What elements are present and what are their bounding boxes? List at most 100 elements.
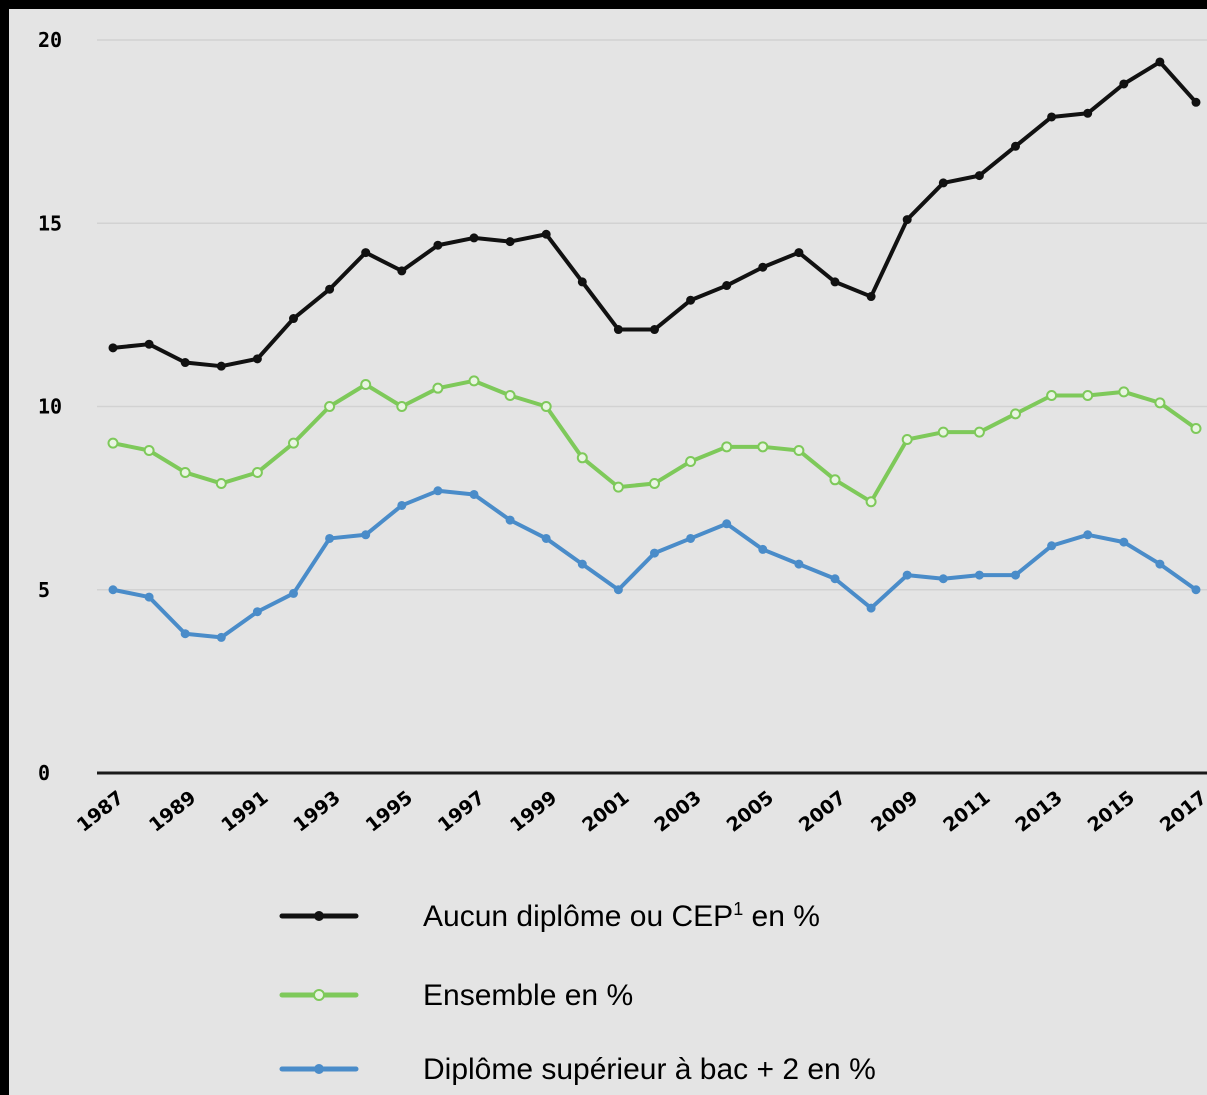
- x-tick-label: 1989: [145, 787, 200, 837]
- data-point-aucun: [650, 325, 659, 335]
- data-point-superieur: [974, 570, 984, 580]
- data-point-aucun: [289, 314, 298, 324]
- data-point-superieur: [650, 548, 659, 558]
- data-point-aucun: [686, 295, 696, 305]
- data-point-superieur: [938, 574, 948, 584]
- data-point-superieur: [361, 530, 371, 540]
- data-point-ensemble: [251, 466, 263, 478]
- data-point-ensemble: [396, 401, 408, 412]
- x-tick-label: 1997: [434, 787, 489, 837]
- x-tick-label: 2013: [1011, 787, 1066, 837]
- data-point-aucun: [974, 171, 984, 181]
- data-point-aucun: [1119, 79, 1129, 89]
- data-point-aucun: [577, 277, 587, 287]
- data-point-ensemble: [721, 441, 733, 453]
- data-point-superieur: [433, 486, 443, 496]
- data-point-superieur: [1119, 537, 1129, 547]
- data-point-ensemble: [324, 401, 336, 412]
- data-point-ensemble: [1046, 390, 1058, 402]
- data-point-ensemble: [1082, 390, 1094, 402]
- data-point-ensemble: [973, 426, 985, 438]
- data-point-ensemble: [649, 477, 660, 489]
- data-point-aucun: [1083, 108, 1093, 118]
- y-tick-label: 20: [38, 28, 62, 52]
- data-point-superieur: [108, 585, 118, 595]
- legend-footnote-marker: 1: [733, 899, 743, 919]
- data-point-aucun: [325, 284, 335, 294]
- data-point-ensemble: [1010, 408, 1021, 420]
- data-point-aucun: [108, 343, 118, 353]
- data-point-ensemble: [179, 466, 191, 478]
- series-line-aucun: [111, 59, 1198, 369]
- data-point-superieur: [144, 592, 154, 602]
- data-point-superieur: [541, 533, 551, 543]
- data-point-aucun: [613, 325, 623, 335]
- data-point-ensemble: [504, 390, 516, 402]
- x-tick-label: 1995: [362, 787, 417, 837]
- data-point-superieur: [216, 632, 226, 642]
- data-point-superieur: [902, 570, 912, 580]
- x-tick-label: 2003: [650, 787, 705, 837]
- data-point-superieur: [505, 515, 515, 525]
- data-point-superieur: [1155, 559, 1165, 569]
- data-point-superieur: [866, 603, 876, 613]
- data-point-superieur: [1047, 541, 1057, 551]
- data-point-ensemble: [1118, 386, 1130, 398]
- data-point-aucun: [1191, 97, 1201, 107]
- data-point-aucun: [1047, 112, 1057, 122]
- data-point-aucun: [505, 237, 515, 247]
- data-point-aucun: [902, 215, 912, 225]
- data-point-superieur: [469, 489, 479, 499]
- data-point-ensemble: [215, 477, 227, 489]
- data-point-aucun: [361, 248, 371, 258]
- data-point-aucun: [469, 233, 479, 243]
- data-point-superieur: [794, 559, 804, 569]
- data-point-aucun: [758, 262, 768, 272]
- legend-marker-aucun: [314, 911, 324, 921]
- data-point-ensemble: [1190, 422, 1202, 434]
- data-point-aucun: [938, 178, 948, 188]
- data-point-ensemble: [865, 496, 877, 508]
- data-point-aucun: [1011, 141, 1020, 151]
- x-tick-label: 2009: [867, 787, 922, 837]
- data-point-ensemble: [576, 452, 588, 464]
- data-point-superieur: [397, 500, 407, 510]
- y-tick-label: 10: [38, 395, 62, 419]
- data-point-superieur: [289, 588, 298, 598]
- legend-marker-ensemble: [313, 989, 325, 1001]
- data-point-ensemble: [107, 437, 119, 449]
- data-point-ensemble: [143, 444, 155, 456]
- data-point-aucun: [252, 354, 262, 364]
- y-tick-label: 0: [38, 761, 50, 785]
- x-tick-label: 1999: [506, 787, 561, 837]
- data-point-superieur: [613, 585, 623, 595]
- legend-label-main: Ensemble en %: [423, 979, 633, 1012]
- data-point-ensemble: [901, 433, 913, 445]
- data-point-superieur: [830, 574, 840, 584]
- data-point-superieur: [180, 629, 190, 639]
- data-point-superieur: [722, 519, 732, 529]
- data-point-ensemble: [1154, 397, 1166, 409]
- chart-area: [9, 9, 1207, 1095]
- data-point-aucun: [216, 361, 226, 371]
- data-point-ensemble: [829, 474, 841, 486]
- data-point-ensemble: [468, 375, 480, 387]
- x-tick-label: 2007: [795, 787, 850, 837]
- y-tick-label: 15: [38, 211, 62, 235]
- data-point-superieur: [1011, 570, 1020, 580]
- data-point-superieur: [325, 533, 335, 543]
- legend-label-main: Aucun diplôme ou CEP: [423, 900, 733, 933]
- legend-label-main: Diplôme supérieur à bac + 2 en %: [423, 1053, 876, 1086]
- data-point-superieur: [758, 544, 768, 554]
- data-point-ensemble: [360, 379, 372, 391]
- data-point-aucun: [830, 277, 840, 287]
- data-point-aucun: [794, 248, 804, 258]
- data-point-aucun: [180, 358, 190, 368]
- data-point-aucun: [433, 240, 443, 250]
- y-tick-label: 5: [38, 578, 50, 602]
- data-point-aucun: [722, 281, 732, 291]
- legend-label-aucun: Aucun diplôme ou CEP1 en %: [423, 899, 820, 933]
- legend-label-tail: en %: [743, 900, 820, 933]
- data-point-superieur: [1083, 530, 1093, 540]
